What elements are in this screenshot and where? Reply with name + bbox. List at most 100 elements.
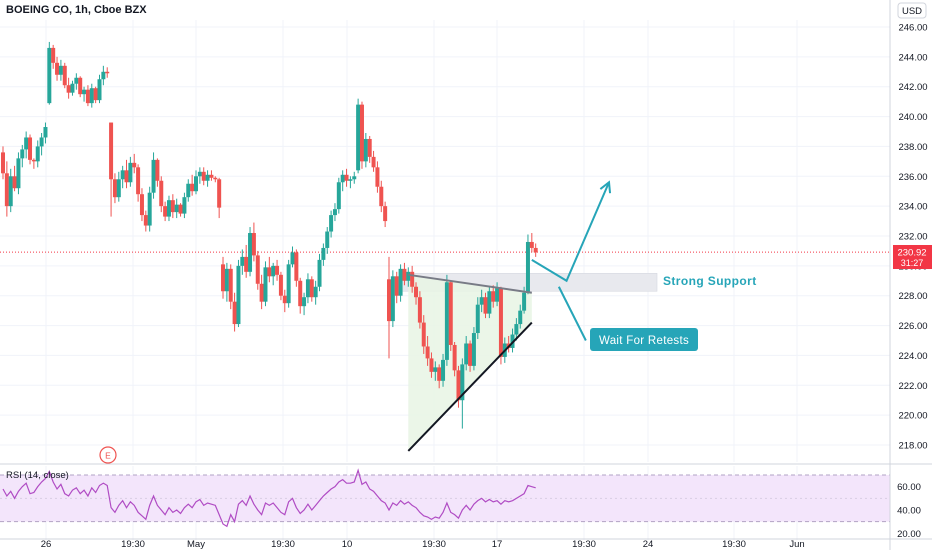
resistance-trendline[interactable] [408,273,532,294]
candle[interactable] [464,336,469,371]
candle[interactable] [468,340,473,372]
candle[interactable] [155,158,160,187]
candle[interactable] [448,280,453,351]
candle[interactable] [483,292,488,319]
retest-callout[interactable]: Wait For Retests [590,328,698,351]
candle[interactable] [321,243,326,266]
candle[interactable] [491,285,496,308]
candle[interactable] [51,44,56,69]
candle[interactable] [170,194,175,219]
candle[interactable] [533,243,538,257]
rsi-pane[interactable]: 60.00 40.00 20.00 [0,468,921,540]
candle[interactable] [55,56,60,81]
candle[interactable] [197,167,202,184]
candle[interactable] [31,158,36,169]
candle[interactable] [441,353,446,387]
candle[interactable] [479,289,484,313]
candle[interactable] [414,282,419,305]
candle[interactable] [174,198,179,219]
candle[interactable] [525,234,530,295]
candle[interactable] [495,282,500,307]
support-label-group[interactable]: Strong Support [663,274,757,288]
candle[interactable] [1,146,5,180]
candle[interactable] [224,262,229,302]
candle[interactable] [217,177,222,219]
candle[interactable] [498,286,503,365]
candle[interactable] [394,271,399,304]
candle[interactable] [62,62,67,89]
candle[interactable] [329,210,334,238]
candle[interactable] [139,188,144,222]
candle[interactable] [278,271,283,301]
candle[interactable] [159,176,164,213]
candle[interactable] [375,161,380,193]
drawings[interactable] [407,180,612,452]
candle[interactable] [186,179,191,202]
candle[interactable] [4,161,9,217]
candle[interactable] [529,233,534,253]
candle[interactable] [371,150,376,172]
candle[interactable] [429,352,434,378]
candles[interactable] [1,41,538,429]
candle[interactable] [267,256,272,283]
candle[interactable] [163,201,168,222]
candle[interactable] [271,262,276,286]
candle[interactable] [275,259,280,281]
candle[interactable] [236,259,241,328]
candle[interactable] [379,180,384,213]
candle[interactable] [475,297,480,340]
candle[interactable] [452,341,457,377]
candle[interactable] [16,152,21,195]
candle[interactable] [290,246,295,268]
candle[interactable] [178,203,183,217]
candle[interactable] [24,131,29,159]
candle[interactable] [298,277,303,314]
candle[interactable] [78,76,83,98]
candle[interactable] [259,274,264,310]
candle[interactable] [286,259,291,308]
candle[interactable] [58,59,63,81]
candle[interactable] [352,171,357,184]
candle[interactable] [406,267,411,287]
candle[interactable] [425,336,430,366]
candle[interactable] [302,292,307,316]
candle[interactable] [166,195,171,222]
candle[interactable] [109,122,114,217]
candle[interactable] [487,286,492,319]
candle[interactable] [39,132,44,156]
candle[interactable] [209,170,214,181]
candle[interactable] [82,86,87,102]
candle[interactable] [205,170,210,187]
candle[interactable] [93,86,98,104]
candle[interactable] [317,253,322,292]
candle[interactable] [456,365,461,408]
candle[interactable] [132,153,137,174]
candle[interactable] [410,265,415,293]
candle[interactable] [282,289,287,313]
candle[interactable] [387,256,391,359]
candle[interactable] [228,264,233,310]
candle[interactable] [120,165,125,189]
earnings-marker[interactable]: E [99,446,117,464]
candle[interactable] [255,250,260,290]
candle[interactable] [20,144,25,168]
candle[interactable] [128,156,133,187]
candle[interactable] [348,176,353,189]
candle[interactable] [390,270,395,328]
candle[interactable] [383,201,388,228]
candle[interactable] [244,244,249,278]
projection-arrow[interactable] [531,181,610,283]
candle[interactable] [263,261,268,307]
currency-badge[interactable]: USD [897,2,927,19]
candle[interactable] [47,41,52,105]
candle[interactable] [325,227,330,254]
candle[interactable] [112,173,117,204]
candle[interactable] [89,83,94,108]
candle[interactable] [336,177,341,214]
candle[interactable] [402,262,407,286]
candle[interactable] [74,73,79,90]
candle[interactable] [85,85,90,107]
support-trendline[interactable] [407,321,533,452]
candle[interactable] [143,210,148,232]
candle[interactable] [240,249,245,275]
